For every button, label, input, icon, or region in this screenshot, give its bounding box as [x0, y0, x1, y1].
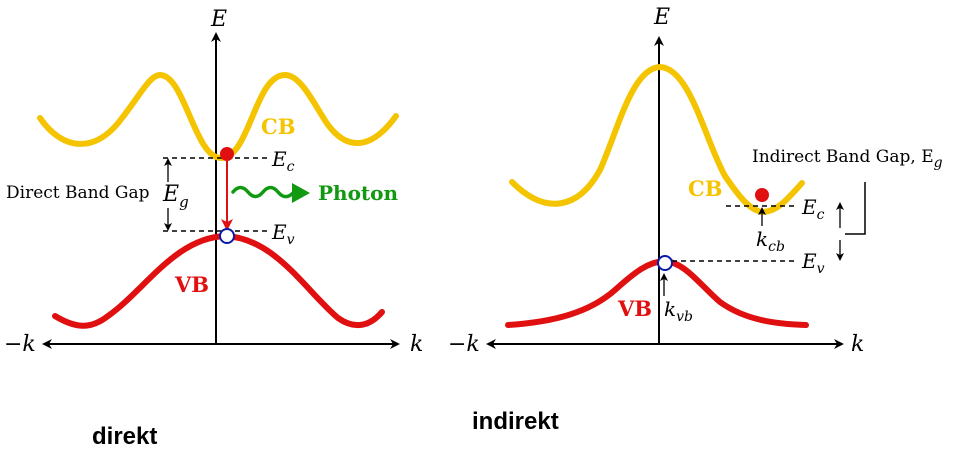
direct-ec-label: Ec [271, 147, 295, 175]
indirect-gap-label: Indirect Band Gap, Eg [752, 147, 943, 171]
direct-electron [220, 147, 234, 161]
indirect-gap-bracket [845, 182, 866, 235]
direct-conduction-band [37, 71, 399, 161]
indirect-cb-label: CB [688, 176, 722, 201]
direct-gap-label: Direct Band Gap [6, 183, 150, 203]
direct-axis-minus-k-label: −k [4, 332, 36, 357]
indirect-ec-label: Ec [801, 195, 825, 223]
direct-axis-k-label: k [410, 332, 423, 357]
direct-valence-band [52, 232, 385, 329]
indirect-vb-label: VB [617, 296, 652, 321]
direct-panel: E k −k CB VB Ec Ev Eg Direct Band Gap Ph… [4, 7, 423, 357]
direct-hole [219, 228, 235, 244]
indirect-axis-minus-k-label: −k [448, 332, 480, 357]
direct-vb-label: VB [174, 272, 209, 297]
direct-photon-wave [231, 185, 295, 199]
direct-photon-label: Photon [318, 181, 398, 205]
indirect-electron [755, 188, 769, 202]
caption-indirect: indirekt [472, 408, 559, 435]
indirect-ev-label: Ev [801, 249, 825, 277]
indirect-panel: E k −k CB VB Ec Ev kcb kvb Indirect Band… [448, 5, 943, 357]
direct-axis-e-label: E [210, 7, 227, 32]
indirect-axis-k-label: k [851, 332, 864, 357]
indirect-valence-band [505, 257, 809, 328]
indirect-axis-e-label: E [653, 5, 670, 30]
indirect-kcb-label: kcb [756, 227, 785, 255]
indirect-kvb-label: kvb [664, 297, 693, 325]
direct-photon-arrowhead [292, 183, 310, 203]
direct-eg-label: Eg [162, 182, 189, 211]
caption-direct: direkt [92, 423, 158, 450]
indirect-hole [657, 255, 673, 271]
direct-cb-label: CB [261, 114, 295, 139]
direct-ev-label: Ev [271, 220, 295, 248]
